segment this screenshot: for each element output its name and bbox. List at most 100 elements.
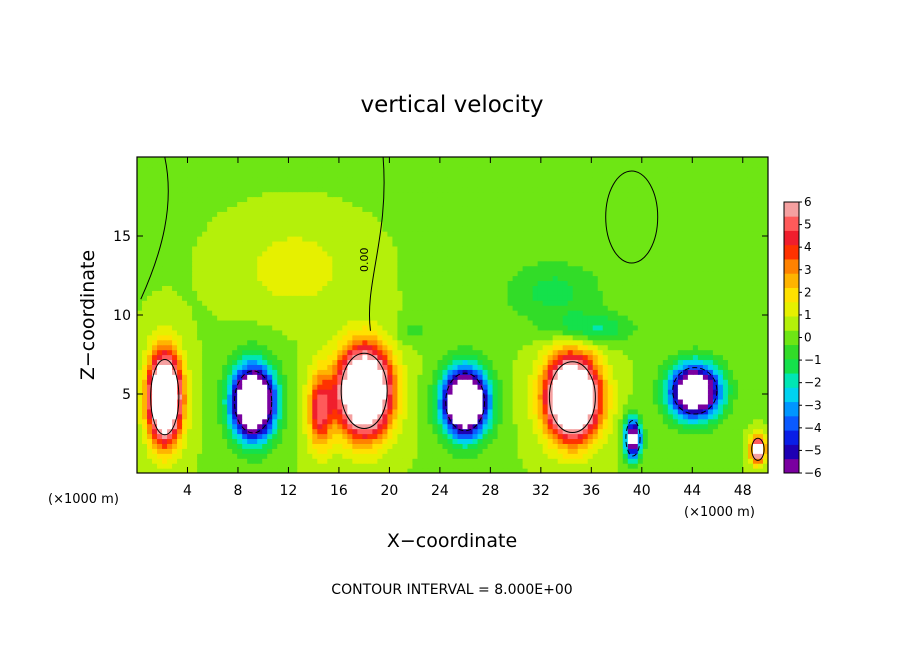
field-cell [477,423,484,430]
field-cell [252,384,258,390]
field-cell [732,300,739,306]
field-cell [717,349,724,356]
field-cell [687,458,694,464]
field-cell [157,438,163,444]
field-cell [227,428,233,435]
field-cell [262,463,268,469]
field-cell [207,463,213,469]
field-cell [247,364,253,370]
field-cell [562,443,569,449]
field-cell [702,285,709,291]
field-cell [647,295,654,301]
field-cell [427,319,434,326]
field-cell [472,324,479,331]
field-cell [302,374,308,380]
field-cell [422,310,429,316]
field-cell [747,428,754,435]
field-cell [387,453,394,459]
field-cell [232,458,238,464]
field-cell [447,285,454,291]
field-cell [242,428,248,435]
field-cell [557,398,564,405]
field-cell [267,423,273,430]
field-cell [272,418,278,425]
field-cell [537,443,544,449]
field-cell [592,339,599,346]
field-cell [657,319,664,326]
field-cell [577,423,584,430]
field-cell [682,453,689,459]
field-cell [252,324,258,331]
field-cell [567,394,574,400]
field-cell [512,329,519,336]
field-cell [602,398,609,405]
field-cell [487,334,494,341]
field-cell [432,324,439,331]
field-cell [302,285,308,291]
field-cell [567,364,574,370]
field-cell [672,329,679,336]
field-cell [547,334,554,341]
field-cell [717,463,724,469]
field-cell [692,453,699,459]
field-cell [517,364,524,370]
field-cell [387,364,394,370]
field-cell [202,300,208,306]
field-cell [202,389,208,395]
field-cell [557,379,564,385]
field-cell [507,364,514,370]
field-cell [627,295,634,301]
field-cell [662,295,669,301]
field-cell [702,324,709,331]
field-cell [157,443,163,449]
field-cell [542,300,549,306]
field-cell [657,324,664,331]
field-cell [537,364,544,370]
field-cell [617,384,624,390]
field-cell [657,463,664,469]
field-cell [477,369,484,375]
field-cell [752,403,759,410]
field-cell [747,433,754,440]
field-cell [527,329,534,336]
field-cell [597,324,604,331]
field-cell [757,423,764,430]
field-cell [342,280,348,286]
field-cell [537,290,544,296]
field-cell [142,384,148,390]
field-cell [277,369,283,375]
field-cell [262,374,268,380]
field-cell [147,300,153,306]
field-cell [182,354,188,361]
field-cell [742,344,749,351]
field-cell [412,290,419,296]
field-cell [217,398,223,405]
field-cell [692,315,699,321]
field-cell [347,423,353,430]
field-cell [352,280,358,286]
field-cell [732,438,739,444]
field-cell [362,428,368,435]
field-cell [252,458,258,464]
field-cell [222,334,228,341]
field-cell [267,290,273,296]
field-cell [232,379,238,385]
field-cell [697,295,704,301]
field-cell [357,384,363,390]
field-cell [222,413,228,420]
field-cell [752,394,759,400]
field-cell [397,300,404,306]
field-cell [297,344,303,351]
field-cell [472,413,479,420]
field-cell [677,280,684,286]
field-cell [157,290,163,296]
field-cell [332,443,338,449]
field-cell [207,428,213,435]
field-cell [737,364,744,370]
field-cell [547,394,554,400]
field-cell [597,418,604,425]
field-cell [762,295,768,301]
field-cell [612,428,619,435]
field-cell [417,389,424,395]
field-cell [647,349,654,356]
